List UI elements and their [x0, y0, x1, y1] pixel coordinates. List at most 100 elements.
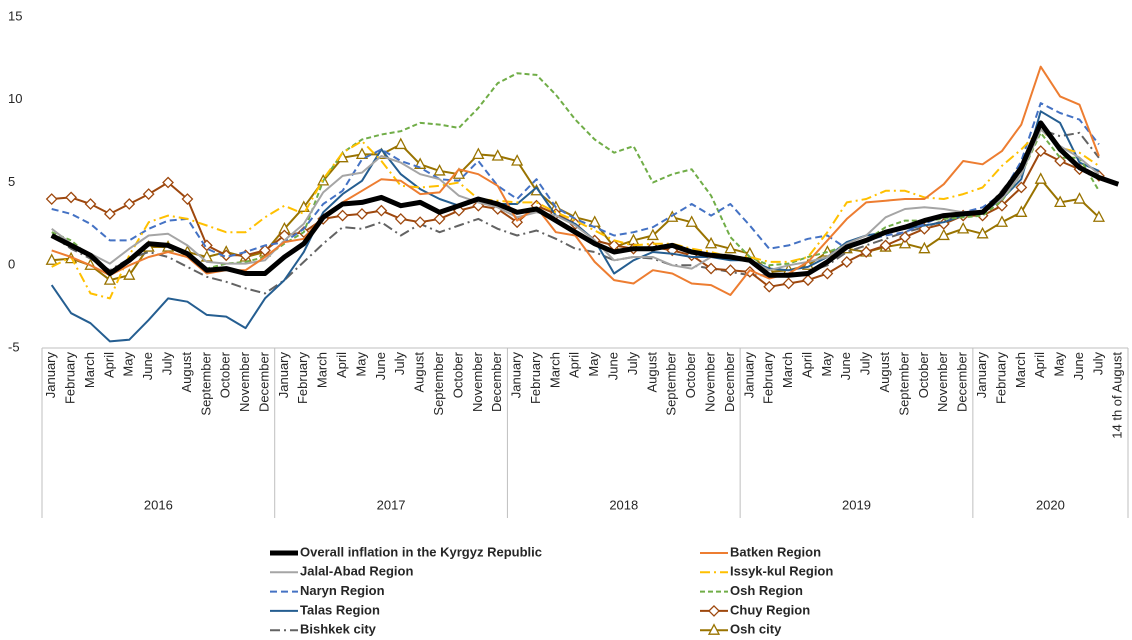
x-tick-label: October: [916, 351, 931, 398]
point-marker: [1034, 172, 1047, 184]
x-tick-label: March: [547, 352, 562, 388]
legend-label: Issyk-kul Region: [730, 564, 833, 579]
point-marker: [840, 256, 853, 268]
x-tick-label: January: [509, 352, 524, 399]
x-tick-label: May: [1052, 352, 1067, 377]
x-tick-label: June: [606, 352, 621, 380]
x-tick-label: November: [470, 351, 485, 412]
point-marker: [1054, 195, 1067, 208]
point-marker: [433, 164, 446, 176]
point-marker: [472, 147, 485, 160]
x-tick-label: April: [799, 352, 814, 378]
x-tick-label: July: [159, 352, 174, 376]
point-marker: [704, 236, 718, 249]
x-tick-label: August: [412, 352, 427, 393]
x-tick-label: October: [450, 351, 465, 398]
point-marker: [511, 154, 524, 166]
point-marker: [103, 208, 116, 220]
y-tick-label: -5: [8, 339, 20, 354]
x-tick-label: December: [955, 351, 970, 412]
x-tick-label: May: [121, 352, 136, 377]
point-marker: [860, 246, 873, 258]
point-marker: [45, 253, 58, 265]
series-line: [51, 128, 1100, 272]
legend-label: Overall inflation in the Kyrgyz Republic: [300, 544, 542, 559]
point-marker: [724, 241, 737, 254]
x-tick-label: May: [586, 352, 601, 377]
point-marker: [802, 274, 814, 287]
point-marker: [937, 228, 950, 241]
point-marker: [1034, 145, 1047, 157]
x-tick-label: June: [838, 352, 853, 380]
x-tick-label: July: [858, 352, 873, 376]
x-tick-label: February: [993, 352, 1008, 405]
legend-label: Osh city: [730, 622, 782, 637]
x-tick-label: October: [218, 351, 233, 398]
point-marker: [724, 264, 737, 277]
x-tick-label: November: [237, 351, 252, 412]
legend-label: Bishkek city: [300, 622, 377, 637]
legend-marker: [707, 623, 721, 635]
point-marker: [763, 280, 776, 293]
y-tick-label: 10: [8, 91, 22, 106]
legend-label: Naryn Region: [300, 583, 385, 598]
point-marker: [491, 149, 504, 161]
group-label: 2017: [377, 497, 406, 512]
x-tick-label: August: [644, 352, 659, 393]
x-tick-label: August: [179, 352, 194, 393]
series-line: [50, 110, 1100, 343]
point-marker: [355, 147, 369, 160]
point-marker: [685, 215, 698, 227]
x-tick-label: June: [1071, 352, 1086, 380]
x-tick-label: June: [373, 352, 388, 380]
x-tick-label: March: [315, 352, 330, 388]
x-tick-label: February: [63, 352, 78, 405]
series-line: [51, 128, 1100, 300]
point-marker: [103, 273, 116, 285]
group-label: 2016: [144, 497, 173, 512]
x-tick-label: April: [1032, 352, 1047, 378]
x-tick-label: September: [896, 351, 911, 415]
legend-label: Chuy Region: [730, 602, 810, 617]
point-marker: [123, 198, 136, 210]
x-tick-label: March: [780, 352, 795, 388]
point-marker: [433, 212, 446, 225]
point-marker: [220, 249, 233, 262]
legend-marker: [708, 604, 720, 617]
point-marker: [1092, 210, 1105, 222]
x-tick-label: February: [295, 352, 310, 405]
point-marker: [394, 137, 407, 150]
point-marker: [646, 228, 659, 241]
point-marker: [142, 188, 155, 201]
x-tick-label: November: [935, 351, 950, 412]
point-marker: [743, 265, 756, 278]
y-tick-label: 0: [8, 257, 15, 272]
x-tick-label: December: [256, 351, 271, 412]
point-marker: [181, 193, 194, 205]
x-tick-label: October: [683, 351, 698, 398]
group-label: 2019: [842, 497, 871, 512]
point-marker: [918, 241, 931, 254]
point-marker: [957, 221, 970, 234]
point-marker: [414, 216, 427, 229]
x-tick-label: September: [431, 351, 446, 415]
point-marker: [976, 226, 989, 239]
x-tick-label: May: [353, 352, 368, 377]
group-label: 2018: [609, 497, 638, 512]
point-marker: [782, 277, 795, 290]
point-marker: [1015, 181, 1028, 194]
x-tick-label: December: [722, 351, 737, 412]
point-marker: [394, 212, 407, 225]
x-tick-label: April: [101, 352, 116, 378]
series-line: [50, 120, 1120, 278]
point-marker: [45, 193, 58, 205]
x-tick-label: November: [702, 351, 717, 412]
x-tick-label: July: [1090, 352, 1105, 376]
legend-label: Talas Region: [300, 602, 380, 617]
x-tick-label: January: [276, 352, 291, 399]
x-tick-label: March: [1013, 352, 1028, 388]
x-tick-label: September: [664, 351, 679, 415]
group-label: 2020: [1036, 497, 1065, 512]
point-marker: [375, 204, 388, 217]
